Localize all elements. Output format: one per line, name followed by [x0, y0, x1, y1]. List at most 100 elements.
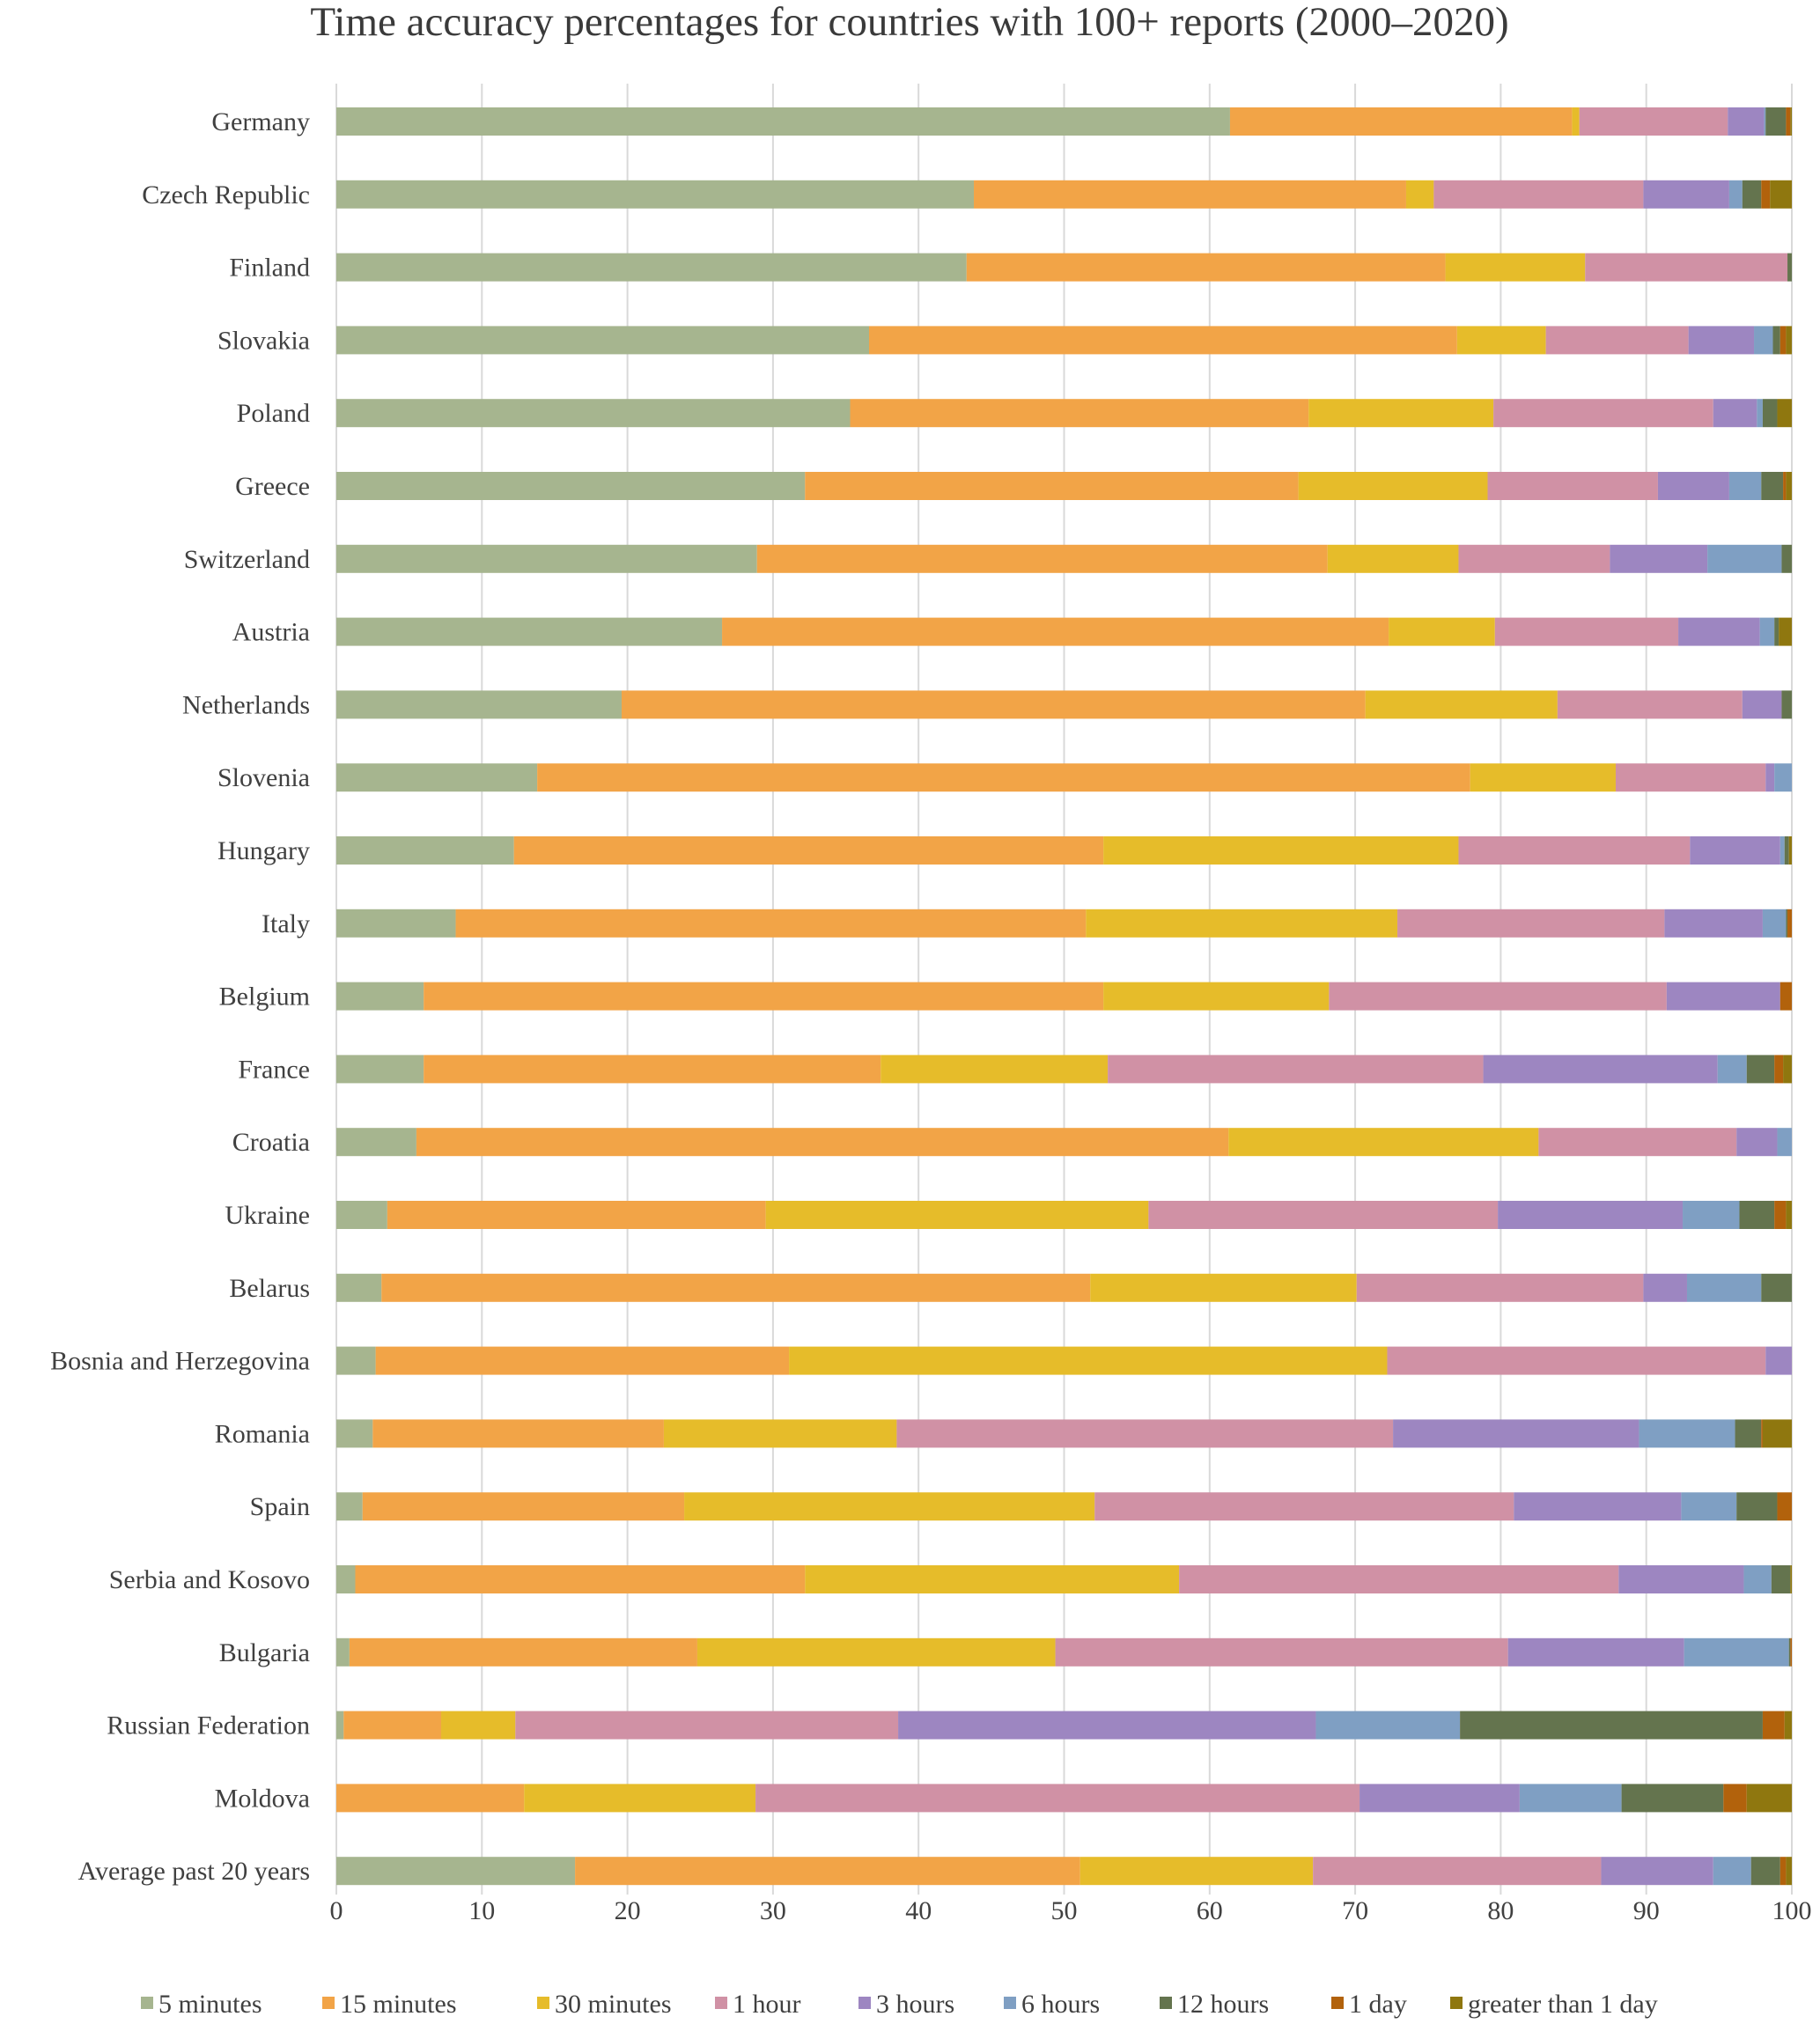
x-tick-label: 80: [1487, 1896, 1514, 1925]
legend-swatch: [1450, 1997, 1463, 2009]
bar-segment: [336, 1201, 387, 1229]
category-label: Belarus: [229, 1274, 310, 1303]
bar-segment: [1458, 544, 1610, 573]
x-tick-label: 50: [1051, 1896, 1078, 1925]
bar-segment: [343, 1711, 442, 1740]
bar-segment: [898, 1711, 1316, 1740]
bar-segment: [1519, 1784, 1622, 1813]
bar-segment: [1179, 1565, 1619, 1593]
bar-segment: [966, 253, 1446, 282]
category-label: Serbia and Kosovo: [109, 1565, 310, 1594]
category-label: Croatia: [232, 1128, 310, 1157]
category-label: Average past 20 years: [78, 1857, 311, 1886]
bar-segment: [1494, 617, 1679, 646]
bar-segment: [1493, 399, 1713, 428]
bar-segment: [1585, 253, 1788, 282]
bar-segment: [1790, 107, 1792, 136]
bar-segment: [1315, 1711, 1461, 1740]
bar-segment: [1690, 836, 1780, 865]
x-tick-label: 70: [1342, 1896, 1368, 1925]
bar-segment: [1764, 107, 1766, 136]
legend-swatch: [1160, 1997, 1172, 2009]
bar-segment: [1765, 107, 1787, 136]
x-tick-label: 90: [1633, 1896, 1660, 1925]
bar-segment: [1389, 617, 1495, 646]
legend-swatch: [141, 1997, 153, 2009]
bar-segment: [336, 326, 869, 355]
bar-segment: [1759, 617, 1775, 646]
category-label: Bosnia and Herzegovina: [50, 1347, 310, 1376]
bar-segment: [375, 1346, 790, 1375]
bar-segment: [1790, 1565, 1792, 1593]
legend-swatch: [858, 1997, 871, 2009]
bar-segment: [1779, 982, 1792, 1011]
bar-segment: [765, 1201, 1149, 1229]
bar-segment: [1735, 1419, 1762, 1448]
bar-segment: [621, 690, 1366, 719]
category-label: Greece: [235, 472, 310, 501]
bar-segment: [336, 982, 424, 1011]
x-tick-labels: 0 10 20 30 40 50 60 70 80 90 100: [330, 1896, 1812, 1925]
bar-segment: [1643, 180, 1729, 209]
bar-segment: [1103, 982, 1330, 1011]
bar-segment: [1148, 1201, 1499, 1229]
bar-segment: [696, 1637, 1056, 1667]
bar-segment: [336, 1711, 344, 1740]
bar-segment: [424, 1055, 881, 1084]
bar-segment: [1683, 1201, 1740, 1229]
x-tick-label: 10: [468, 1896, 495, 1925]
bar-segment: [1686, 1273, 1762, 1302]
legend-label: 12 hours: [1177, 1990, 1269, 2019]
bar-segment: [1781, 544, 1792, 573]
bar-segment: [1365, 690, 1558, 719]
bar-segment: [1470, 763, 1616, 792]
bar-segment: [1601, 1857, 1713, 1886]
bar-segment: [1786, 472, 1792, 500]
bar-segment: [1774, 1201, 1787, 1229]
bar-segment: [1786, 1857, 1792, 1886]
bar-segment: [575, 1857, 1080, 1886]
bar-segment: [1664, 909, 1763, 938]
legend: 5 minutes 15 minutes 30 minutes 1 hour 3 hou…: [141, 1990, 1658, 2019]
bar-segment: [1761, 1273, 1792, 1302]
bar-segment: [1678, 617, 1760, 646]
bar-segment: [1786, 909, 1788, 938]
bar-segment: [336, 399, 851, 428]
bar-segment: [336, 1055, 424, 1084]
bar-segment: [336, 1784, 525, 1813]
bar-segment: [1779, 836, 1785, 865]
bar-segment: [1774, 1055, 1784, 1084]
bar-segment: [1772, 326, 1780, 355]
bar-segment: [1783, 1055, 1792, 1084]
legend-swatch: [1004, 1997, 1016, 2009]
category-label: Bulgaria: [219, 1638, 310, 1667]
bar-segment: [336, 180, 975, 209]
bar-segment: [1228, 1128, 1539, 1157]
bar-segment: [1313, 1857, 1602, 1886]
bar-segment: [336, 836, 514, 865]
bar-segment: [381, 1273, 1091, 1302]
bar-segment: [789, 1346, 1388, 1375]
bar-segment: [1786, 107, 1791, 136]
bar-segment: [1777, 1492, 1792, 1521]
bar-segment: [1055, 1637, 1508, 1667]
bar-segment: [974, 180, 1406, 209]
x-tick-label: 0: [330, 1896, 343, 1925]
bar-segment: [515, 1711, 899, 1740]
bar-segment: [513, 836, 1104, 865]
legend-label: 1 day: [1349, 1990, 1407, 2019]
legend-swatch: [1331, 1997, 1344, 2009]
bars: [336, 107, 1792, 1886]
bar-segment: [1681, 1492, 1737, 1521]
bar-segment: [881, 1055, 1109, 1084]
bar-segment: [1765, 763, 1775, 792]
bar-segment: [1742, 690, 1782, 719]
bar-segment: [1108, 1055, 1484, 1084]
bar-segment: [1742, 180, 1762, 209]
bar-segment: [1761, 180, 1771, 209]
bar-segment: [1615, 763, 1766, 792]
bar-segment: [1579, 107, 1728, 136]
bar-segment: [1736, 1492, 1778, 1521]
bar-segment: [663, 1419, 897, 1448]
bar-segment: [1103, 836, 1459, 865]
